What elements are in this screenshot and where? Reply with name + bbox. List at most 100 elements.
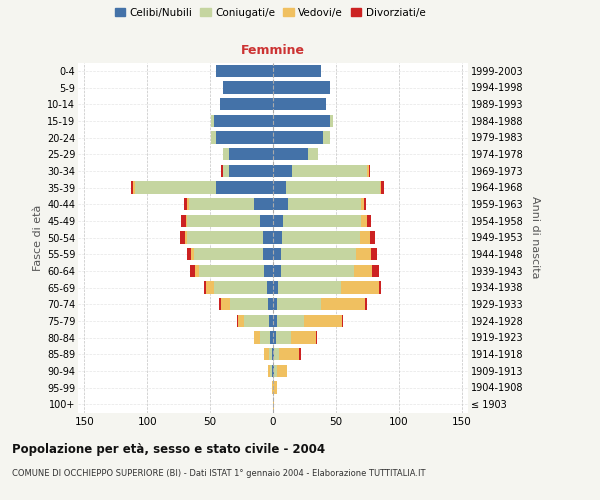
- Bar: [194, 248, 263, 260]
- Bar: [274, 364, 277, 377]
- Bar: [308, 148, 318, 160]
- Bar: [286, 181, 380, 194]
- Text: COMUNE DI OCCHIEPPO SUPERIORE (BI) - Dati ISTAT 1° gennaio 2004 - Elaborazione T: COMUNE DI OCCHIEPPO SUPERIORE (BI) - Dat…: [12, 469, 425, 478]
- Bar: [361, 198, 364, 210]
- Bar: [371, 248, 377, 260]
- Bar: [373, 264, 379, 277]
- Bar: [221, 164, 223, 177]
- Bar: [223, 164, 229, 177]
- Bar: [264, 348, 269, 360]
- Bar: [273, 98, 326, 110]
- Bar: [367, 164, 368, 177]
- Bar: [217, 64, 273, 77]
- Bar: [380, 181, 381, 194]
- Bar: [273, 348, 274, 360]
- Bar: [288, 198, 361, 210]
- Bar: [220, 98, 273, 110]
- Bar: [329, 114, 334, 127]
- Bar: [260, 214, 273, 227]
- Bar: [217, 131, 273, 144]
- Bar: [223, 81, 273, 94]
- Bar: [238, 314, 244, 327]
- Bar: [187, 214, 260, 227]
- Y-axis label: Fasce di età: Fasce di età: [32, 204, 43, 270]
- Bar: [273, 248, 281, 260]
- Bar: [353, 264, 373, 277]
- Bar: [381, 181, 384, 194]
- Bar: [364, 198, 366, 210]
- Bar: [273, 331, 275, 344]
- Bar: [290, 331, 316, 344]
- Bar: [272, 381, 273, 394]
- Bar: [229, 148, 273, 160]
- Bar: [181, 214, 186, 227]
- Bar: [274, 348, 279, 360]
- Bar: [299, 348, 301, 360]
- Bar: [273, 81, 329, 94]
- Bar: [268, 364, 271, 377]
- Bar: [219, 298, 221, 310]
- Bar: [282, 231, 360, 244]
- Bar: [370, 231, 375, 244]
- Bar: [268, 298, 273, 310]
- Bar: [277, 298, 321, 310]
- Bar: [267, 281, 273, 293]
- Bar: [273, 264, 281, 277]
- Bar: [264, 264, 273, 277]
- Bar: [229, 164, 273, 177]
- Bar: [254, 198, 273, 210]
- Bar: [323, 131, 329, 144]
- Bar: [273, 381, 277, 394]
- Bar: [186, 214, 187, 227]
- Bar: [367, 214, 371, 227]
- Bar: [342, 314, 343, 327]
- Bar: [275, 331, 290, 344]
- Bar: [185, 231, 187, 244]
- Bar: [187, 231, 263, 244]
- Bar: [273, 281, 278, 293]
- Bar: [187, 248, 191, 260]
- Bar: [273, 298, 277, 310]
- Bar: [273, 148, 308, 160]
- Bar: [292, 164, 367, 177]
- Bar: [131, 181, 133, 194]
- Bar: [341, 281, 379, 293]
- Bar: [316, 331, 317, 344]
- Y-axis label: Anni di nascita: Anni di nascita: [530, 196, 540, 278]
- Bar: [133, 181, 134, 194]
- Bar: [199, 264, 264, 277]
- Bar: [221, 298, 230, 310]
- Bar: [217, 181, 273, 194]
- Bar: [277, 314, 304, 327]
- Bar: [191, 248, 194, 260]
- Bar: [272, 348, 273, 360]
- Text: Femmine: Femmine: [241, 44, 305, 57]
- Bar: [273, 398, 274, 410]
- Bar: [321, 298, 365, 310]
- Bar: [184, 198, 187, 210]
- Bar: [180, 231, 185, 244]
- Bar: [263, 248, 273, 260]
- Bar: [271, 364, 272, 377]
- Bar: [223, 148, 229, 160]
- Bar: [260, 331, 271, 344]
- Bar: [190, 264, 195, 277]
- Bar: [269, 348, 272, 360]
- Bar: [278, 281, 341, 293]
- Bar: [283, 214, 361, 227]
- Bar: [214, 281, 267, 293]
- Bar: [273, 314, 277, 327]
- Bar: [273, 114, 329, 127]
- Bar: [273, 64, 321, 77]
- Bar: [365, 298, 367, 310]
- Bar: [368, 164, 370, 177]
- Bar: [361, 214, 367, 227]
- Bar: [272, 364, 273, 377]
- Bar: [189, 198, 254, 210]
- Bar: [195, 264, 199, 277]
- Bar: [214, 114, 273, 127]
- Bar: [187, 198, 189, 210]
- Bar: [263, 231, 273, 244]
- Bar: [204, 281, 206, 293]
- Bar: [273, 181, 286, 194]
